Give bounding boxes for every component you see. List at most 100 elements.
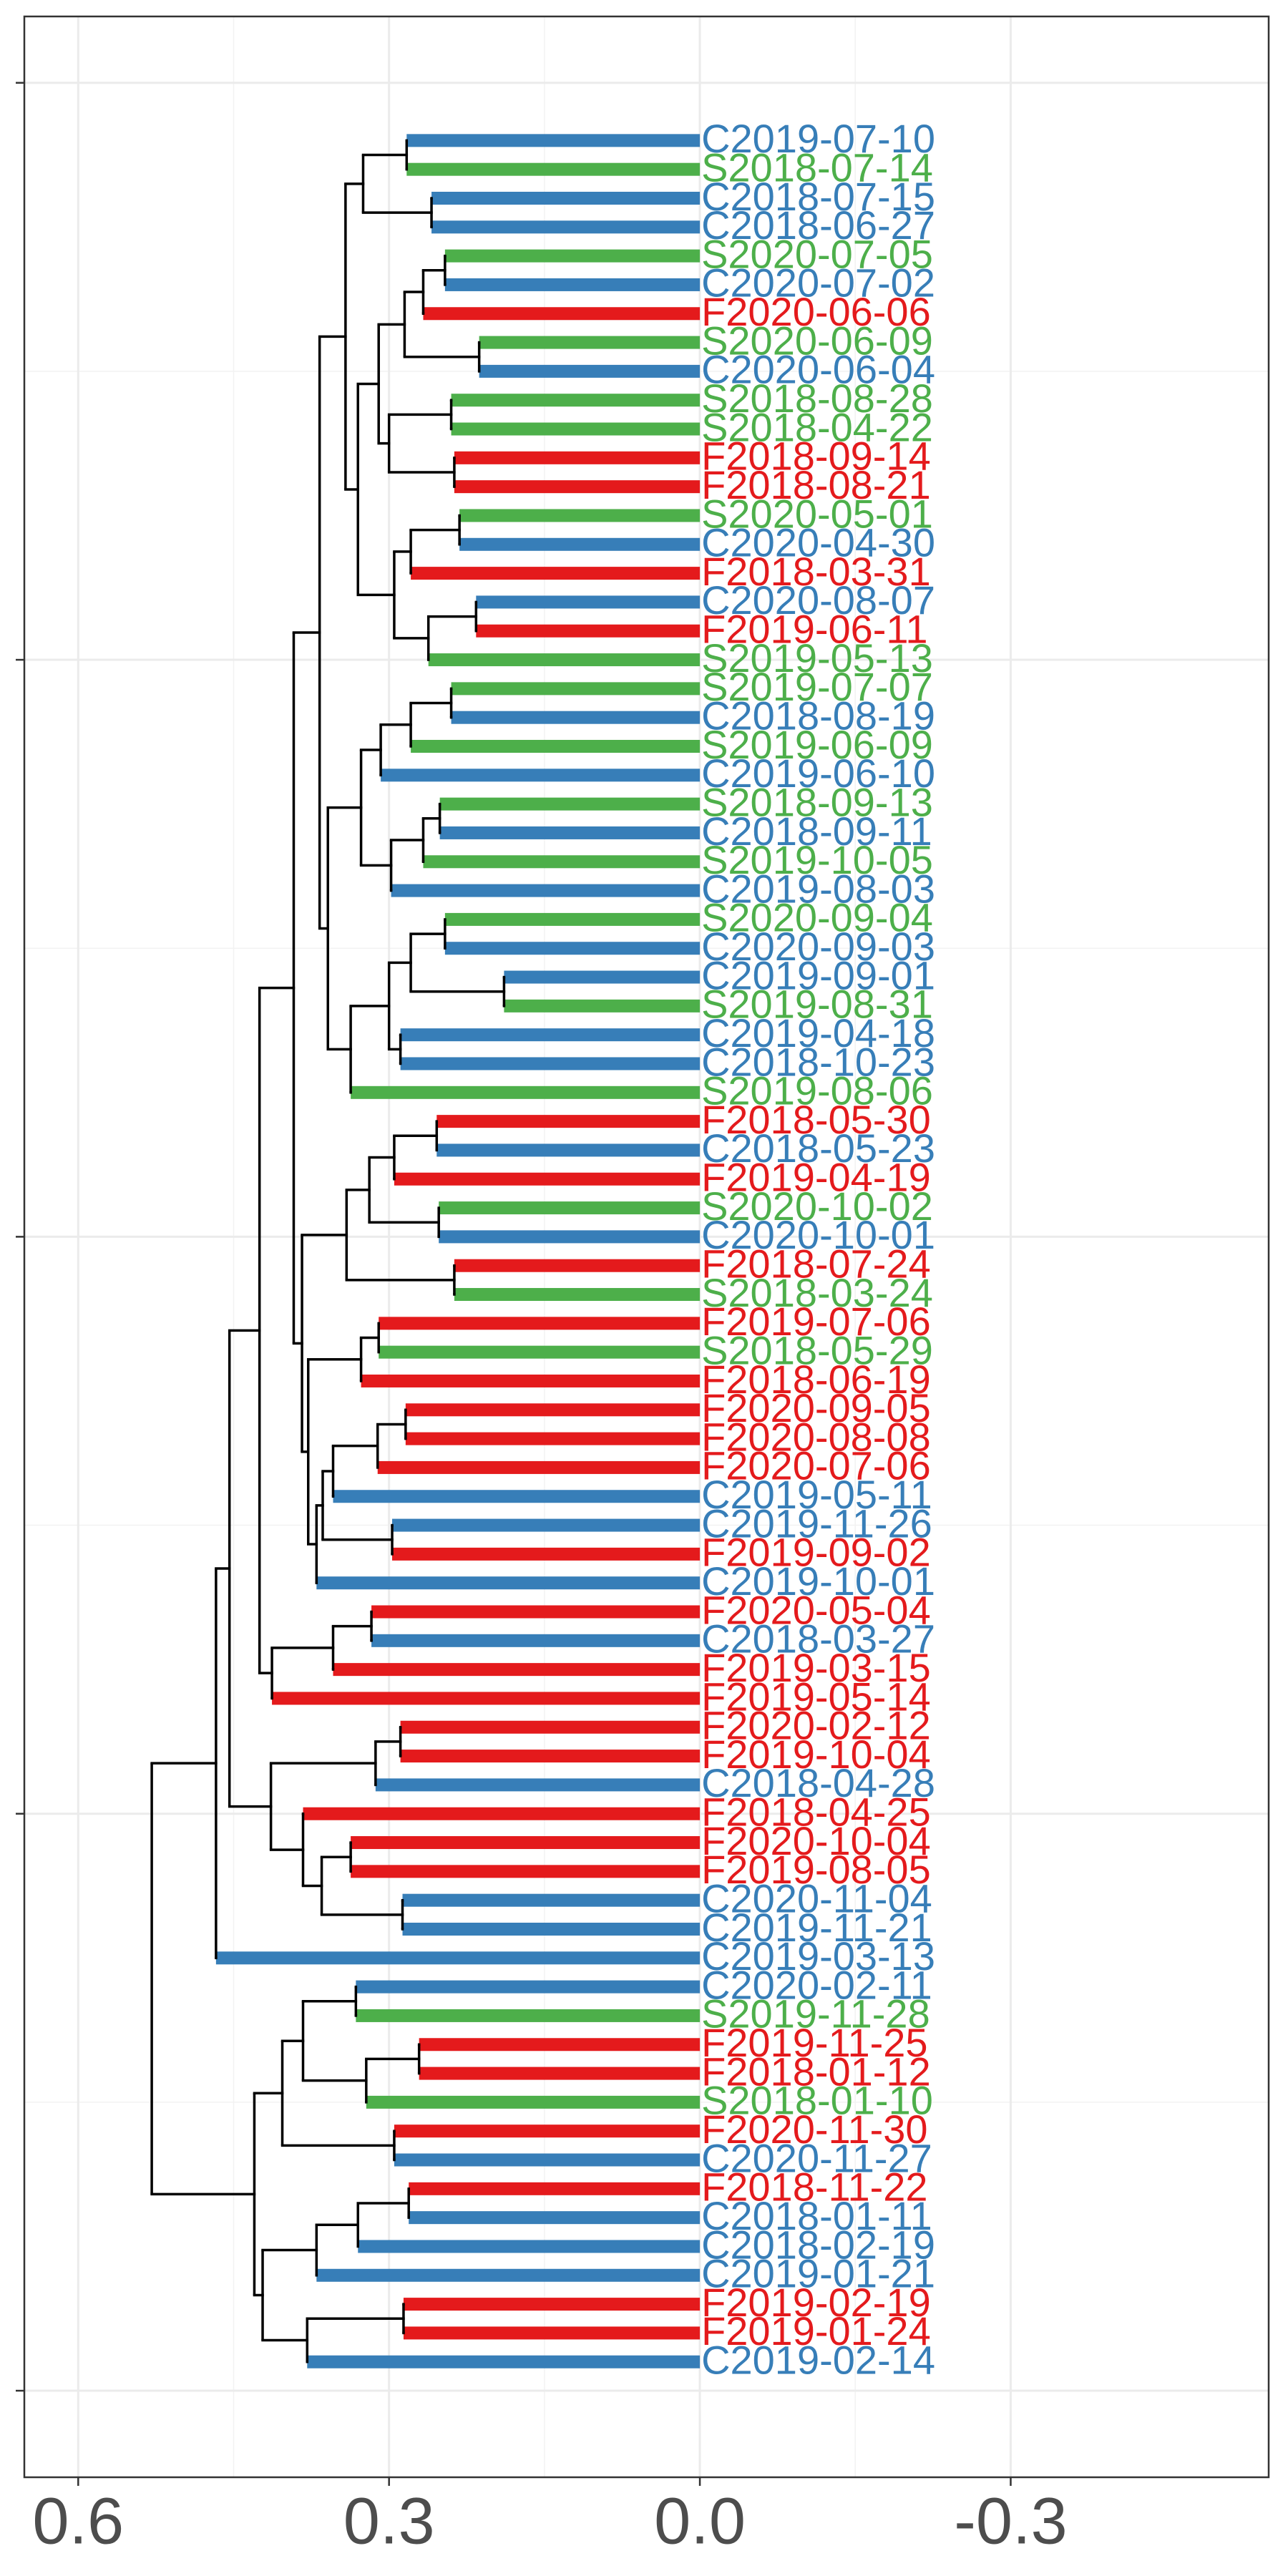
leaf-label: F2019-02-19	[701, 2280, 931, 2325]
leaf-label: F2018-08-21	[701, 462, 931, 507]
leaf-bar	[361, 1374, 701, 1387]
leaf-label: F2019-01-24	[701, 2308, 931, 2353]
leaf-bar	[439, 1230, 701, 1244]
leaf-bar	[451, 394, 701, 407]
leaf-bar	[392, 1518, 701, 1532]
leaf-bar	[400, 1057, 701, 1070]
leaf-label: S2019-06-09	[701, 722, 933, 767]
leaf-label: C2019-07-10	[701, 116, 935, 161]
leaf-label: F2020-09-05	[701, 1385, 931, 1430]
leaf-label: S2020-10-02	[701, 1184, 933, 1229]
leaf-label: C2020-09-03	[701, 924, 935, 969]
leaf-bar	[451, 711, 701, 724]
leaf-label: S2018-07-14	[701, 145, 933, 190]
leaf-bar	[451, 422, 701, 436]
leaf-bar	[459, 537, 701, 551]
leaf-label: C2018-09-11	[701, 809, 932, 854]
leaf-label: F2020-08-08	[701, 1414, 931, 1459]
leaf-label: C2020-04-30	[701, 520, 935, 565]
leaf-bar	[423, 307, 701, 321]
leaf-bar	[405, 1432, 701, 1445]
leaf-bar	[479, 364, 701, 378]
leaf-label: F2019-10-04	[701, 1732, 931, 1777]
leaf-label: F2020-07-06	[701, 1443, 931, 1488]
leaf-label: F2020-10-04	[701, 1818, 931, 1863]
leaf-label: C2019-03-13	[701, 1933, 935, 1979]
leaf-bar	[391, 884, 701, 897]
x-tick-label: 0.0	[654, 2484, 746, 2557]
leaf-label: F2019-11-25	[701, 2020, 928, 2065]
leaf-bar	[444, 942, 701, 955]
leaf-bar	[439, 797, 701, 811]
leaf-label: C2020-02-11	[701, 1962, 932, 2007]
leaf-label: S2018-01-10	[701, 2078, 933, 2123]
leaf-label: S2018-03-24	[701, 1270, 933, 1315]
leaf-bar	[394, 2153, 701, 2167]
leaf-bar	[428, 653, 701, 667]
leaf-label: C2018-02-19	[701, 2222, 935, 2267]
leaf-label: C2019-08-03	[701, 866, 935, 911]
leaf-bar	[402, 1893, 701, 1907]
leaf-bar	[371, 1634, 701, 1647]
leaf-bar	[444, 912, 701, 926]
leaf-label: F2018-03-31	[701, 549, 931, 594]
leaf-bar	[409, 2211, 701, 2225]
leaf-bar	[392, 1547, 701, 1561]
leaf-label: F2019-07-06	[701, 1299, 931, 1344]
leaf-label: F2018-07-24	[701, 1241, 931, 1287]
leaf-bar	[419, 2067, 701, 2080]
leaf-bar	[423, 855, 701, 869]
leaf-bar	[316, 2268, 701, 2282]
leaf-label: S2018-05-29	[701, 1327, 933, 1372]
leaf-label: C2018-08-19	[701, 693, 935, 738]
x-tick-label: -0.3	[954, 2484, 1068, 2557]
leaf-label: F2018-04-25	[701, 1790, 931, 1835]
leaf-bar	[400, 1750, 701, 1763]
leaf-bar	[419, 2038, 701, 2051]
leaf-bar	[371, 1605, 701, 1619]
leaf-label: F2018-06-19	[701, 1357, 931, 1402]
leaf-bar	[307, 2355, 701, 2368]
leaf-bar	[504, 970, 701, 984]
leaf-bar	[316, 1576, 701, 1590]
leaf-bar	[454, 1288, 701, 1302]
leaf-label: C2018-06-27	[701, 203, 935, 248]
leaf-label: S2019-08-06	[701, 1068, 933, 1113]
leaf-bar	[400, 1720, 701, 1734]
leaf-bar	[215, 1951, 701, 1965]
leaf-bar	[394, 2124, 701, 2138]
leaf-label: C2020-08-07	[701, 577, 935, 623]
leaf-label: S2019-08-31	[701, 982, 933, 1027]
leaf-bar	[451, 682, 701, 696]
leaf-label: C2018-03-27	[701, 1616, 935, 1662]
leaf-label: F2020-05-04	[701, 1587, 931, 1632]
leaf-bar	[394, 1172, 701, 1186]
leaf-label: C2020-07-02	[701, 260, 935, 306]
x-tick-label: 0.3	[343, 2484, 435, 2557]
leaf-bar	[436, 1115, 701, 1128]
leaf-bar	[476, 624, 701, 638]
leaf-bar	[431, 191, 701, 205]
leaf-bar	[351, 1836, 701, 1850]
leaf-label: C2019-06-10	[701, 751, 935, 796]
leaf-bar	[375, 1778, 701, 1792]
leaf-label: C2019-11-26	[701, 1501, 932, 1546]
leaf-bar	[405, 1403, 701, 1417]
leaf-label: C2019-02-14	[701, 2338, 935, 2383]
leaf-label: F2020-02-12	[701, 1703, 931, 1748]
leaf-label: C2020-11-04	[701, 1875, 932, 1921]
leaf-bar	[454, 451, 701, 464]
leaf-label: S2019-10-05	[701, 837, 933, 882]
leaf-label: S2018-08-28	[701, 376, 933, 421]
leaf-bar	[403, 2298, 701, 2311]
leaf-bar	[406, 134, 701, 147]
leaf-label: F2019-06-11	[701, 607, 928, 652]
leaf-bar	[411, 567, 701, 580]
leaf-label: F2018-09-14	[701, 434, 931, 479]
leaf-label: F2019-04-19	[701, 1155, 931, 1200]
leaf-label: F2020-11-30	[701, 2107, 928, 2152]
leaf-bar	[358, 2240, 701, 2253]
leaf-bar	[431, 220, 701, 234]
